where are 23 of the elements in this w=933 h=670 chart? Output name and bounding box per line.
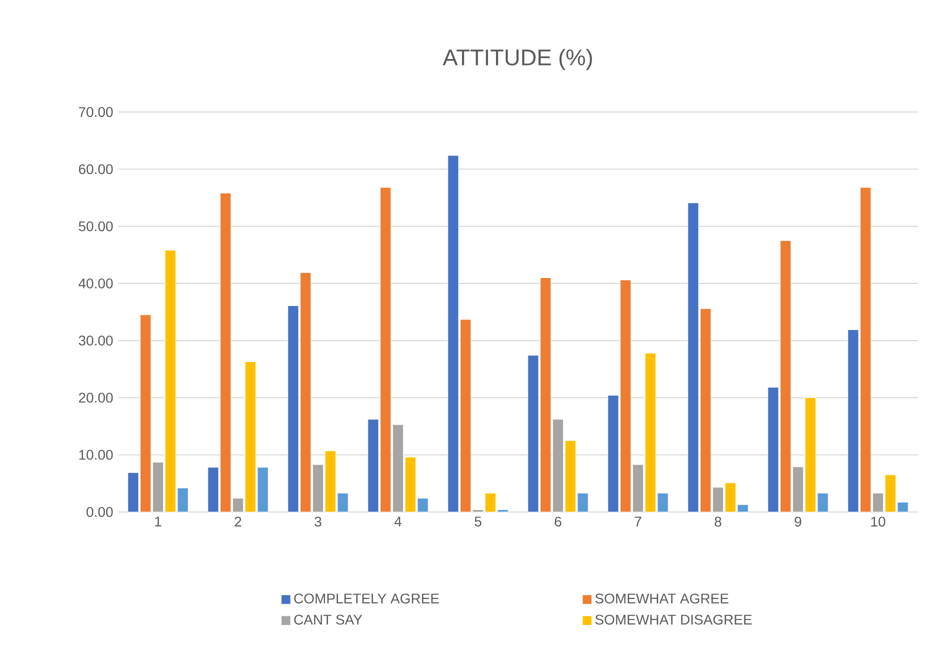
y-tick-label: 20.00: [78, 392, 113, 403]
y-tick-label: 70.00: [78, 107, 113, 117]
y-tick-label: 40.00: [78, 278, 113, 288]
chart-title: ATTITUDE (%): [442, 48, 592, 70]
x-tick-label: 2: [234, 516, 242, 526]
y-tick-label: 50.00: [78, 221, 113, 232]
legend-label: SOMEWHAT DISAGREE: [595, 614, 752, 625]
legend-label: CANT SAY: [294, 614, 362, 625]
x-tick-label: 3: [314, 516, 322, 527]
y-tick-label: 30.00: [78, 336, 113, 346]
x-tick-label: 8: [714, 516, 722, 527]
x-tick-label: 9: [794, 516, 802, 527]
x-tick-label: 7: [634, 516, 642, 526]
x-tick-label: 1: [155, 516, 162, 526]
x-tick-label: 10: [871, 516, 886, 527]
y-tick-label: 60.00: [78, 164, 113, 174]
x-tick-label: 6: [554, 516, 562, 527]
legend-label: COMPLETELY AGREE: [294, 594, 439, 604]
y-tick-label: 0.00: [86, 507, 113, 517]
y-tick-label: 10.00: [79, 450, 113, 460]
legend-label: SOMEWHAT AGREE: [595, 594, 728, 604]
x-tick-label: 5: [474, 516, 482, 526]
x-tick-label: 4: [394, 516, 402, 526]
